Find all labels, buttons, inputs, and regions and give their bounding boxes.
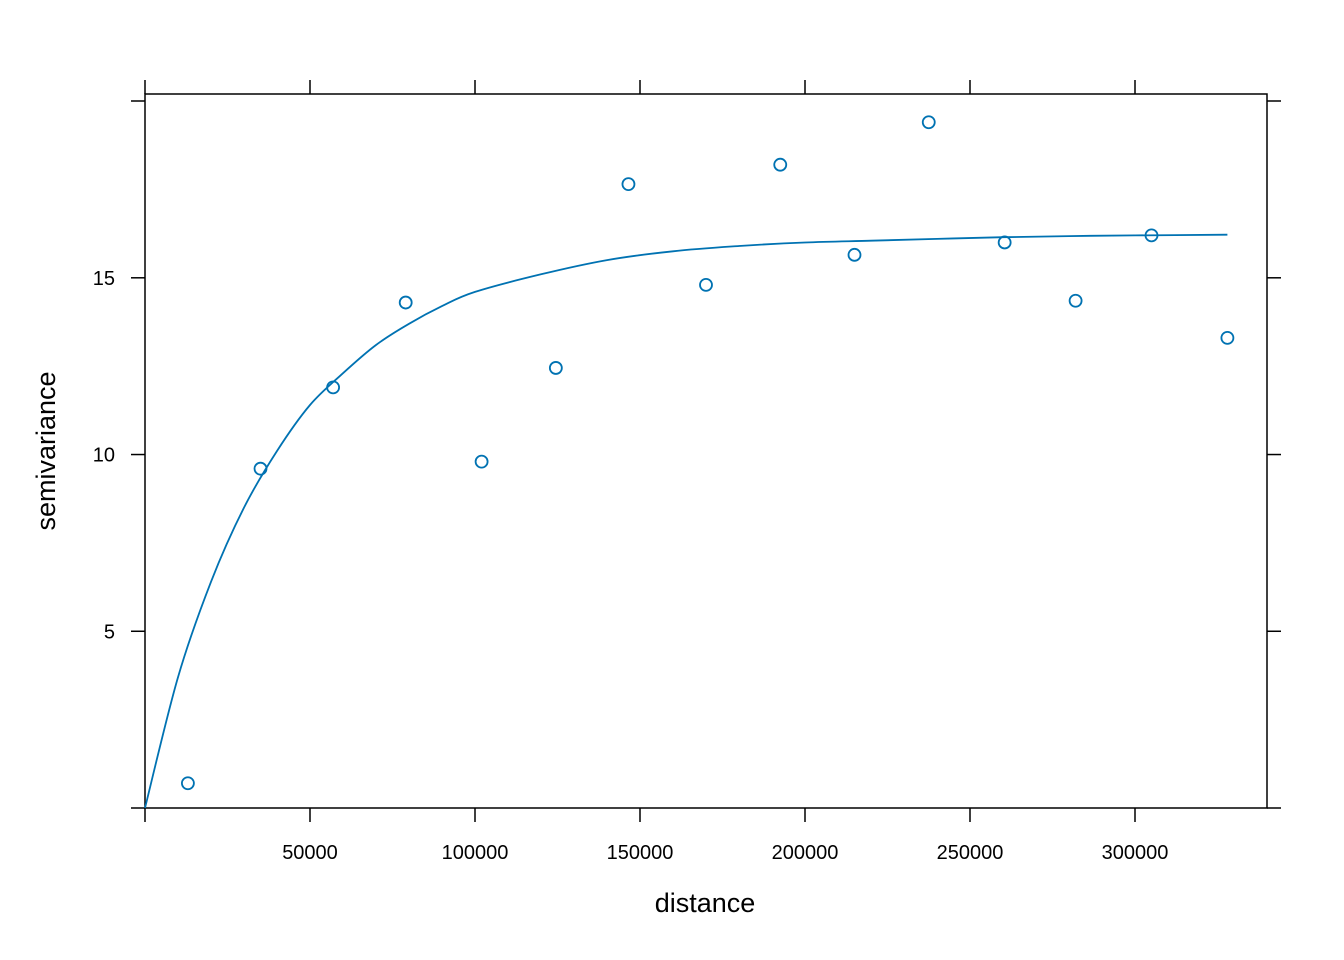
axis-tick-labels: 50000 100000 150000 200000 250000 300000 5 10 15 xyxy=(93,268,1169,864)
data-point xyxy=(1144,228,1159,243)
data-point xyxy=(1068,293,1083,308)
data-point xyxy=(921,115,936,130)
axis-ticks xyxy=(131,80,1281,822)
data-points xyxy=(180,115,1235,791)
y-tick-label: 5 xyxy=(104,621,115,643)
data-point xyxy=(699,277,713,292)
data-point xyxy=(548,361,563,375)
x-tick-label: 50000 xyxy=(282,842,338,864)
data-point xyxy=(997,235,1012,250)
data-point xyxy=(180,776,195,791)
data-point xyxy=(474,454,489,469)
data-point xyxy=(398,295,413,310)
data-point xyxy=(773,157,788,172)
x-tick-label: 200000 xyxy=(772,842,839,864)
fitted-model-curve xyxy=(144,233,1228,809)
data-point xyxy=(326,380,341,395)
x-tick-label: 100000 xyxy=(442,842,509,864)
y-tick-label: 10 xyxy=(93,445,115,467)
x-tick-label: 300000 xyxy=(1102,842,1169,864)
data-point xyxy=(847,247,862,262)
data-point xyxy=(253,461,268,476)
x-tick-label: 150000 xyxy=(607,842,674,864)
x-tick-label: 250000 xyxy=(937,842,1004,864)
x-axis-title: distance xyxy=(655,888,756,918)
y-tick-label: 15 xyxy=(93,268,115,290)
data-point xyxy=(1220,330,1235,345)
y-axis-title: semivariance xyxy=(31,371,61,530)
data-point xyxy=(621,177,636,192)
plot-frame xyxy=(144,93,1268,809)
